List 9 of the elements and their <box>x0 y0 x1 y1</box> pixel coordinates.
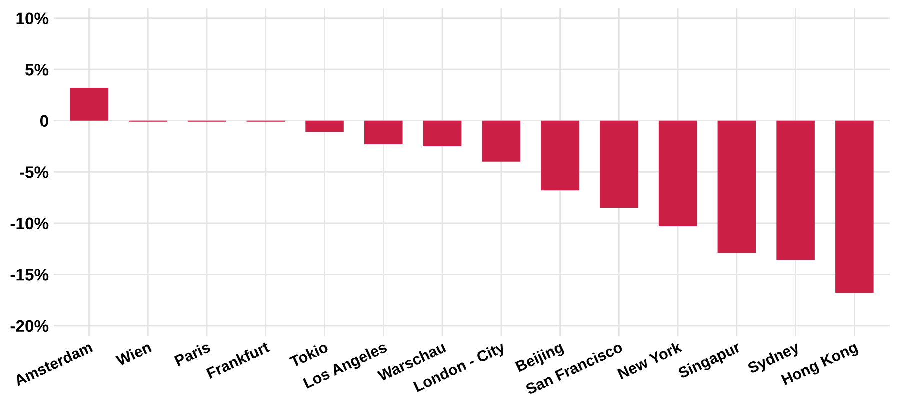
y-tick-label: -5% <box>20 166 49 178</box>
y-tick-label: -20% <box>10 320 49 332</box>
y-tick-label: 10% <box>16 12 49 25</box>
x-tick-label: Tokio <box>289 341 329 368</box>
y-tick-label: -10% <box>10 218 49 230</box>
y-tick-label: 5% <box>26 64 49 76</box>
x-tick-label: Wien <box>115 341 152 367</box>
y-tick-label: 0 <box>40 115 48 128</box>
y-tick-label: -15% <box>10 269 49 281</box>
